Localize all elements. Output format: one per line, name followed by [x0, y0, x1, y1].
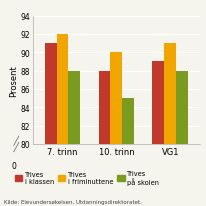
- Bar: [122, 99, 134, 144]
- Legend: Trives
i klassen, Trives
i friminuttene, Trives
på skolen: Trives i klassen, Trives i friminuttene,…: [15, 171, 159, 185]
- Text: 0: 0: [11, 161, 16, 170]
- Text: Kilde: Elevundersøkelsen, Utdanningsdirektoratet.: Kilde: Elevundersøkelsen, Utdanningsdire…: [4, 199, 142, 204]
- Bar: [68, 71, 80, 144]
- Bar: [110, 53, 122, 144]
- Bar: [152, 62, 164, 144]
- Bar: [57, 35, 68, 144]
- Bar: [176, 71, 188, 144]
- Bar: [164, 44, 176, 144]
- Y-axis label: Prosent: Prosent: [9, 64, 18, 96]
- Bar: [99, 71, 110, 144]
- Bar: [45, 44, 57, 144]
